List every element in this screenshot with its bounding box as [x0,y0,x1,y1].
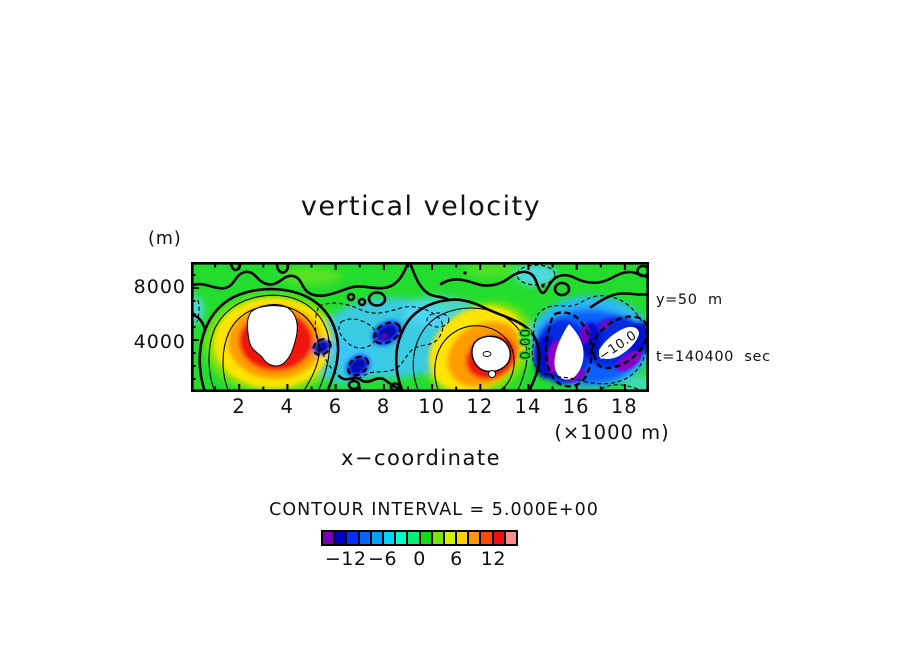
colorbar-cell [382,531,396,545]
x-tick-label: 18 [610,395,638,418]
y-tick-label-4000: 4000 [133,331,186,353]
contour-speck [463,271,467,275]
slice-annotations: y=50 m t=140400 sec [656,253,771,405]
contour-label-zero: 0.00 [519,329,534,360]
y-tick-label-8000: 8000 [133,276,186,298]
x-tick-label: 12 [466,395,494,418]
colorbar [321,530,518,546]
x-tick-label: 4 [280,395,294,418]
contour-interval-note: CONTOUR INTERVAL = 5.000E+00 [269,500,599,520]
annotation-t: t=140400 sec [656,349,771,365]
colorbar-cell [407,531,420,545]
colorbar-cell [419,531,432,545]
contour-speck [541,284,545,288]
colorbar-cell [504,531,517,545]
thin-dashed-contours [196,264,649,391]
x-axis-label: x−coordinate [340,446,502,470]
colorbar-cell [346,531,359,545]
x-tick-label: 8 [376,395,391,418]
x-tick-label: 10 [418,395,446,418]
x-tick-labels: 2 4 6 8 10 12 14 16 18 [0,395,904,419]
white-cores [246,304,639,380]
colorbar-cell [480,531,493,545]
contour-plot: 0.00 −10.0 [191,262,649,392]
x-tick-label: 16 [562,395,590,418]
colorbar-cell [322,531,335,545]
y-axis-unit-label: (m) [148,229,182,249]
colorbar-cell [456,531,469,545]
colorbar-cell [492,531,505,545]
page-title: vertical velocity [300,191,542,222]
colorbar-cell [431,531,444,545]
colorbar-tick-labels: −12 −6 0 6 12 [321,548,518,570]
x-tick-label: 14 [514,395,542,418]
plot-frame [191,262,649,392]
colorbar-cell [370,531,383,545]
colorbar-tick-label: −6 [368,548,398,570]
zero-contours [191,262,649,392]
annotation-y: y=50 m [656,292,723,308]
colorbar-tick-label: −12 [324,548,367,570]
colorbar-tick-label: 12 [480,548,506,570]
colorbar-cell [395,531,408,545]
colorbar-cell [468,531,481,545]
x-tick-label: 2 [232,395,246,418]
colorbar-cell [358,531,371,545]
colorbar-cell [443,531,457,545]
colorbar-tick-label: 6 [450,548,463,570]
colorbar-cell [334,531,347,545]
colorbar-tick-label: 0 [413,548,426,570]
x-axis-unit-label: (×1000 m) [554,421,670,444]
x-tick-label: 6 [328,395,343,418]
